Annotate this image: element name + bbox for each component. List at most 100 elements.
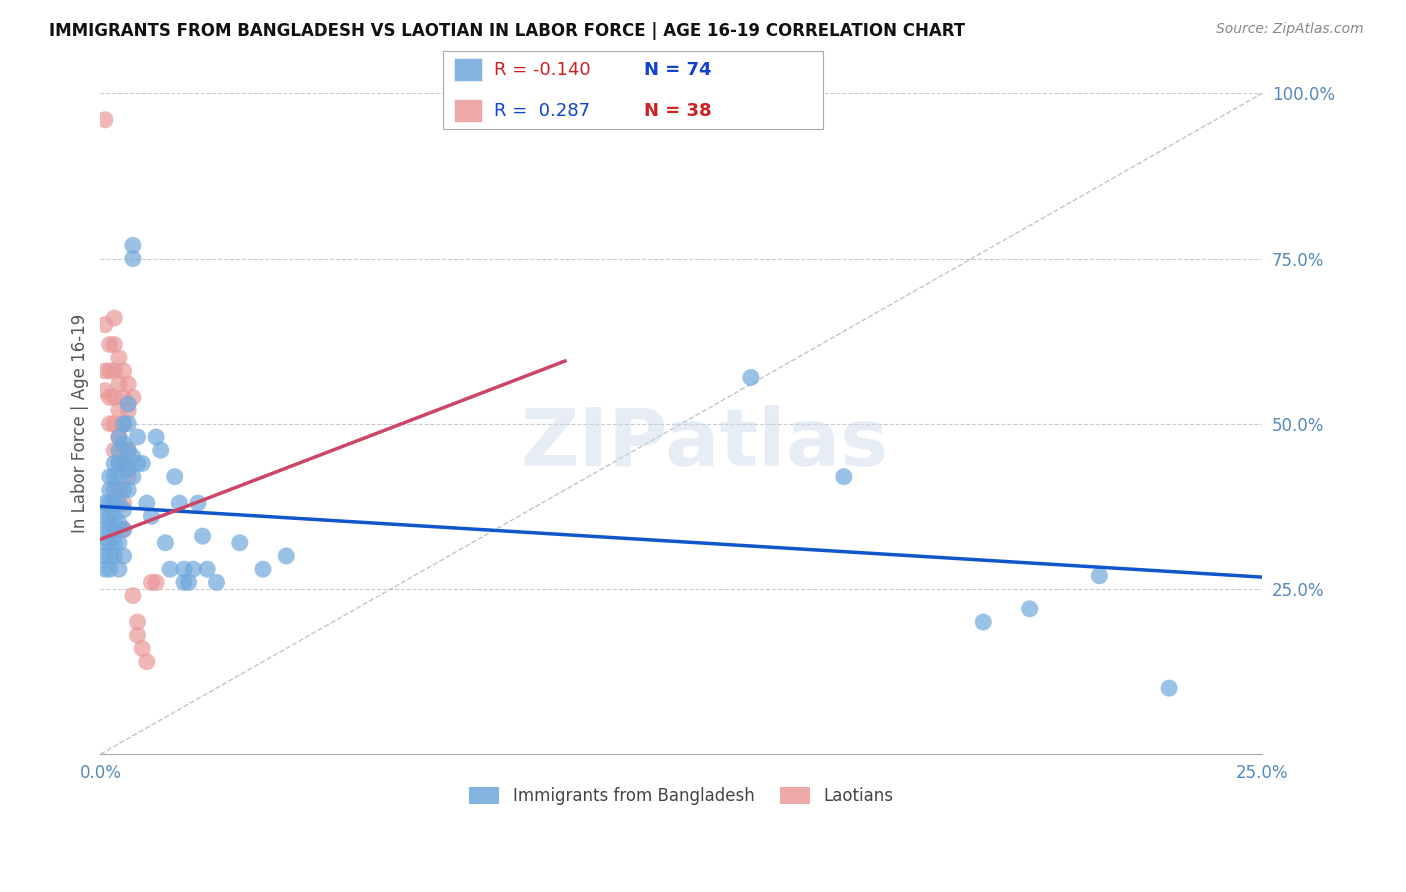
Point bbox=[135, 655, 157, 669]
Point bbox=[94, 112, 117, 127]
Point bbox=[103, 523, 125, 537]
Point bbox=[181, 562, 204, 576]
Point bbox=[131, 641, 153, 656]
Point bbox=[177, 575, 200, 590]
Point bbox=[103, 469, 125, 483]
Point bbox=[108, 496, 131, 510]
Point bbox=[112, 457, 135, 471]
Text: R = -0.140: R = -0.140 bbox=[494, 61, 591, 78]
Point bbox=[159, 562, 181, 576]
Point bbox=[98, 417, 121, 431]
Text: Source: ZipAtlas.com: Source: ZipAtlas.com bbox=[1216, 22, 1364, 37]
Point bbox=[1018, 602, 1040, 616]
Point bbox=[94, 535, 117, 549]
Point bbox=[276, 549, 298, 563]
Point bbox=[94, 562, 117, 576]
Point bbox=[94, 549, 117, 563]
Point bbox=[127, 615, 149, 629]
Point bbox=[127, 430, 149, 444]
Point bbox=[117, 443, 139, 458]
Point bbox=[112, 496, 135, 510]
Point bbox=[98, 562, 121, 576]
Point bbox=[94, 496, 117, 510]
Point bbox=[117, 443, 139, 458]
Point bbox=[169, 496, 191, 510]
Point bbox=[108, 430, 131, 444]
Point bbox=[112, 364, 135, 378]
Text: IMMIGRANTS FROM BANGLADESH VS LAOTIAN IN LABOR FORCE | AGE 16-19 CORRELATION CHA: IMMIGRANTS FROM BANGLADESH VS LAOTIAN IN… bbox=[49, 22, 966, 40]
Point bbox=[187, 496, 209, 510]
Point bbox=[103, 535, 125, 549]
Point bbox=[103, 390, 125, 404]
Point bbox=[117, 377, 139, 392]
Point bbox=[94, 509, 117, 524]
Point bbox=[98, 483, 121, 497]
Point bbox=[191, 529, 214, 543]
Point bbox=[112, 457, 135, 471]
Point bbox=[112, 523, 135, 537]
Point bbox=[108, 535, 131, 549]
Point bbox=[108, 377, 131, 392]
Point bbox=[1088, 568, 1111, 582]
Point bbox=[131, 457, 153, 471]
Point bbox=[108, 403, 131, 417]
Point bbox=[205, 575, 228, 590]
Point bbox=[117, 469, 139, 483]
Point bbox=[145, 575, 167, 590]
Point bbox=[112, 417, 135, 431]
Point bbox=[163, 469, 186, 483]
Point bbox=[122, 252, 145, 266]
Point bbox=[122, 390, 145, 404]
Point bbox=[122, 589, 145, 603]
Point bbox=[108, 351, 131, 365]
Point bbox=[103, 549, 125, 563]
Point bbox=[112, 436, 135, 450]
Point bbox=[98, 523, 121, 537]
Text: N = 38: N = 38 bbox=[644, 102, 711, 120]
Point bbox=[94, 364, 117, 378]
Point bbox=[103, 311, 125, 326]
Point bbox=[108, 562, 131, 576]
Point bbox=[740, 370, 762, 384]
Point bbox=[112, 502, 135, 516]
Point bbox=[103, 483, 125, 497]
Point bbox=[252, 562, 274, 576]
Legend: Immigrants from Bangladesh, Laotians: Immigrants from Bangladesh, Laotians bbox=[463, 780, 900, 812]
Point bbox=[108, 516, 131, 530]
Point bbox=[117, 483, 139, 497]
Point bbox=[103, 496, 125, 510]
Point bbox=[117, 397, 139, 411]
Y-axis label: In Labor Force | Age 16-19: In Labor Force | Age 16-19 bbox=[72, 314, 89, 533]
Point bbox=[98, 535, 121, 549]
Point bbox=[832, 469, 855, 483]
Point bbox=[141, 509, 163, 524]
Point bbox=[98, 364, 121, 378]
Point bbox=[103, 417, 125, 431]
Point bbox=[229, 535, 252, 549]
Point bbox=[195, 562, 218, 576]
Point bbox=[108, 457, 131, 471]
Point bbox=[127, 457, 149, 471]
Text: ZIPatlas: ZIPatlas bbox=[520, 405, 889, 483]
Point bbox=[108, 483, 131, 497]
Point bbox=[122, 238, 145, 252]
Point bbox=[112, 417, 135, 431]
Text: N = 74: N = 74 bbox=[644, 61, 711, 78]
Point bbox=[149, 443, 172, 458]
Point bbox=[103, 509, 125, 524]
Point bbox=[145, 430, 167, 444]
Point bbox=[98, 337, 121, 351]
Point bbox=[122, 450, 145, 464]
Point bbox=[117, 463, 139, 477]
Point bbox=[112, 549, 135, 563]
Point bbox=[94, 523, 117, 537]
Point bbox=[103, 337, 125, 351]
Point bbox=[117, 403, 139, 417]
Text: R =  0.287: R = 0.287 bbox=[494, 102, 589, 120]
Point bbox=[141, 575, 163, 590]
Point bbox=[108, 430, 131, 444]
Point bbox=[103, 364, 125, 378]
Point bbox=[98, 469, 121, 483]
Point bbox=[108, 469, 131, 483]
Point bbox=[173, 562, 195, 576]
